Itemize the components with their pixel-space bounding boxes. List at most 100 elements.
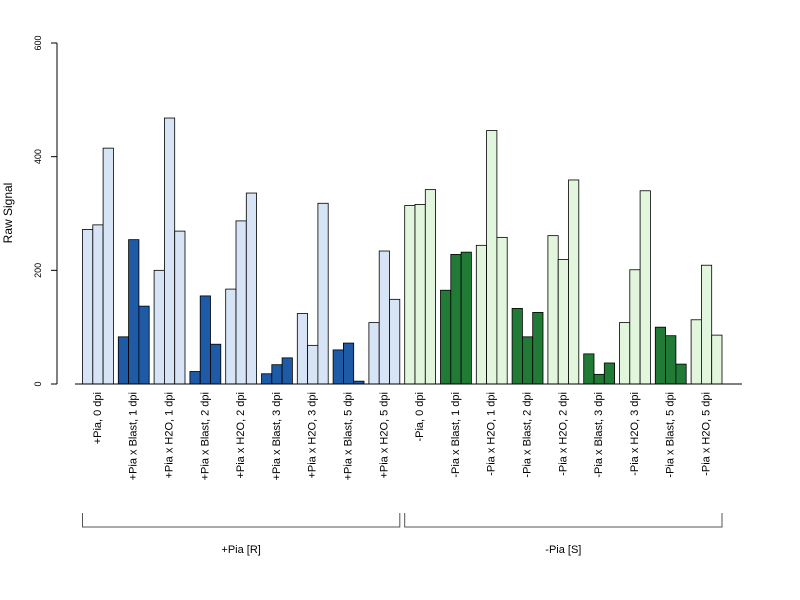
bar [138, 305, 150, 385]
bar [189, 371, 201, 385]
bar-group [368, 250, 401, 385]
group-label: -Pia [S] [545, 544, 581, 556]
x-tick-label: +Pia x Blast, 1 dpi [128, 392, 140, 480]
bar-group [654, 326, 687, 385]
x-tick-label: +Pia x Blast, 2 dpi [199, 392, 211, 480]
x-tick-label: -Pia x H2O, 5 dpi [700, 392, 712, 476]
bar-area [82, 117, 723, 385]
x-tick-label: -Pia x Blast, 5 dpi [665, 392, 677, 478]
x-axis-labels: +Pia, 0 dpi +Pia x Blast, 1 dpi +Pia x H2O… [92, 392, 713, 480]
bar [117, 336, 130, 385]
bar-group [332, 342, 365, 385]
x-tick-label: -Pia, 0 dpi [414, 392, 426, 442]
bar-group [261, 357, 293, 385]
bar [450, 254, 462, 385]
bar-group [82, 147, 114, 385]
bar [568, 179, 580, 385]
bar [378, 250, 390, 385]
x-tick-label: +Pia x H2O, 2 dpi [235, 392, 247, 479]
bar [532, 311, 544, 385]
bar-group [475, 130, 508, 385]
x-tick-label: -Pia x Blast, 2 dpi [521, 392, 533, 478]
bar-group [690, 264, 723, 385]
bar-group [225, 192, 258, 385]
bar [711, 334, 723, 385]
y-axis-label: Raw Signal [1, 183, 15, 244]
group-brackets: +Pia [R] -Pia [S] [82, 513, 723, 556]
bar [639, 190, 651, 385]
bar [701, 264, 713, 385]
bar [102, 147, 114, 385]
bar [210, 343, 222, 385]
bar [547, 235, 559, 385]
x-tick-label: +Pia x Blast, 5 dpi [342, 392, 354, 480]
bracket-line [82, 513, 401, 528]
bar [424, 189, 436, 385]
bar [225, 288, 237, 385]
bar [629, 269, 641, 385]
bar [163, 117, 176, 385]
bar [245, 192, 258, 385]
bar-group [296, 202, 329, 385]
bar [389, 298, 401, 385]
bar [92, 224, 104, 385]
y-tick-label: 600 [33, 35, 43, 50]
x-tick-label: +Pia, 0 dpi [92, 392, 104, 444]
y-tick-label: 200 [33, 263, 43, 278]
bar-group [619, 190, 651, 385]
bar [654, 326, 666, 385]
bar-group [404, 189, 436, 385]
bar [342, 342, 355, 385]
x-tick-label: +Pia x H2O, 1 dpi [163, 392, 175, 479]
x-tick-label: -Pia x H2O, 1 dpi [486, 392, 498, 476]
bar-group [511, 308, 544, 385]
bar [414, 204, 426, 385]
x-tick-label: -Pia x Blast, 1 dpi [450, 392, 462, 478]
bar [603, 362, 615, 385]
bar [82, 229, 94, 385]
bar [593, 373, 605, 385]
bar [153, 269, 165, 385]
bar [619, 322, 631, 385]
group-bracket: +Pia [R] [82, 513, 401, 556]
bar [665, 335, 677, 385]
group-label: +Pia [R] [221, 544, 260, 556]
bar [174, 230, 186, 385]
bar [486, 130, 498, 385]
bar [404, 205, 416, 385]
bar-group [547, 179, 580, 385]
bar [557, 259, 569, 385]
group-bracket: -Pia [S] [404, 513, 723, 556]
bar [317, 202, 329, 385]
bar-group [189, 295, 222, 385]
bar [261, 373, 273, 385]
bar [460, 251, 472, 385]
bar [296, 313, 308, 385]
bar [522, 336, 534, 385]
bar [475, 244, 487, 385]
bar [511, 308, 523, 385]
bar [271, 364, 283, 385]
bar [307, 344, 319, 385]
bar [199, 295, 211, 385]
x-tick-label: -Pia x Blast, 3 dpi [593, 392, 605, 478]
x-tick-label: +Pia x Blast, 3 dpi [271, 392, 283, 480]
y-tick-label: 400 [33, 149, 43, 164]
x-tick-label: +Pia x H2O, 3 dpi [307, 392, 319, 479]
bar [235, 220, 247, 385]
y-tick-label: 0 [33, 381, 43, 386]
bar [675, 363, 687, 385]
bar [368, 322, 380, 385]
bar [281, 357, 293, 385]
bar [583, 353, 595, 385]
x-tick-label: +Pia x H2O, 5 dpi [378, 392, 390, 479]
bar-group [440, 251, 472, 385]
bar [332, 349, 344, 385]
y-axis: 0 200 400 600 [33, 35, 58, 387]
bar [440, 289, 452, 385]
bar-group [583, 353, 615, 385]
bar-group [153, 117, 186, 385]
bar [690, 319, 702, 385]
bar-group [117, 239, 150, 385]
